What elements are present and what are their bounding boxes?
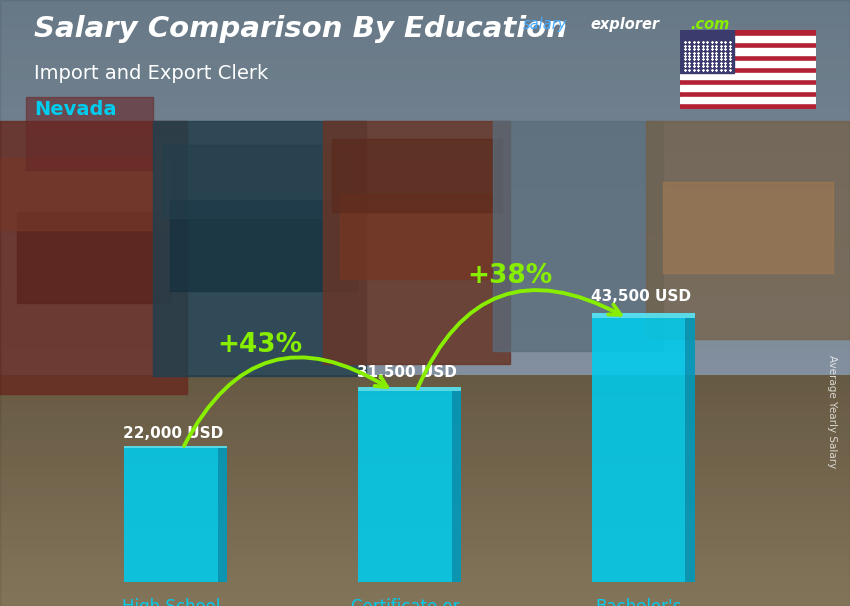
Bar <box>592 313 694 318</box>
Bar <box>153 121 366 376</box>
Text: Salary Comparison By Education: Salary Comparison By Education <box>34 15 567 43</box>
Bar <box>685 318 694 582</box>
Bar <box>493 121 663 351</box>
Bar <box>680 61 816 67</box>
Bar <box>663 182 833 273</box>
Bar <box>170 200 357 291</box>
Text: Average Yearly Salary: Average Yearly Salary <box>827 356 837 468</box>
Bar <box>680 97 816 103</box>
Text: explorer: explorer <box>591 17 660 32</box>
Bar <box>162 145 357 218</box>
Bar <box>680 30 734 73</box>
Bar <box>26 97 153 170</box>
Bar <box>680 36 816 42</box>
Text: .com: .com <box>690 17 729 32</box>
Bar <box>0 158 170 230</box>
Bar <box>17 212 170 303</box>
Bar <box>218 448 227 582</box>
Bar <box>332 139 502 212</box>
Text: 22,000 USD: 22,000 USD <box>123 426 224 441</box>
Bar <box>323 121 510 364</box>
Bar <box>451 391 461 582</box>
Text: 43,500 USD: 43,500 USD <box>591 288 691 304</box>
Bar <box>124 448 218 582</box>
Bar <box>340 194 493 279</box>
Bar <box>680 85 816 91</box>
Text: 31,500 USD: 31,500 USD <box>357 365 457 381</box>
Bar <box>592 318 685 582</box>
Bar <box>680 73 816 79</box>
Text: Import and Export Clerk: Import and Export Clerk <box>34 64 269 82</box>
Text: salary: salary <box>523 17 567 32</box>
Bar <box>0 121 187 394</box>
Bar <box>124 446 227 448</box>
Text: +43%: +43% <box>218 333 303 358</box>
Bar <box>358 387 461 391</box>
Text: +38%: +38% <box>468 263 552 288</box>
Bar <box>358 391 451 582</box>
Text: Nevada: Nevada <box>34 100 116 119</box>
Bar <box>646 121 850 339</box>
Bar <box>680 48 816 55</box>
